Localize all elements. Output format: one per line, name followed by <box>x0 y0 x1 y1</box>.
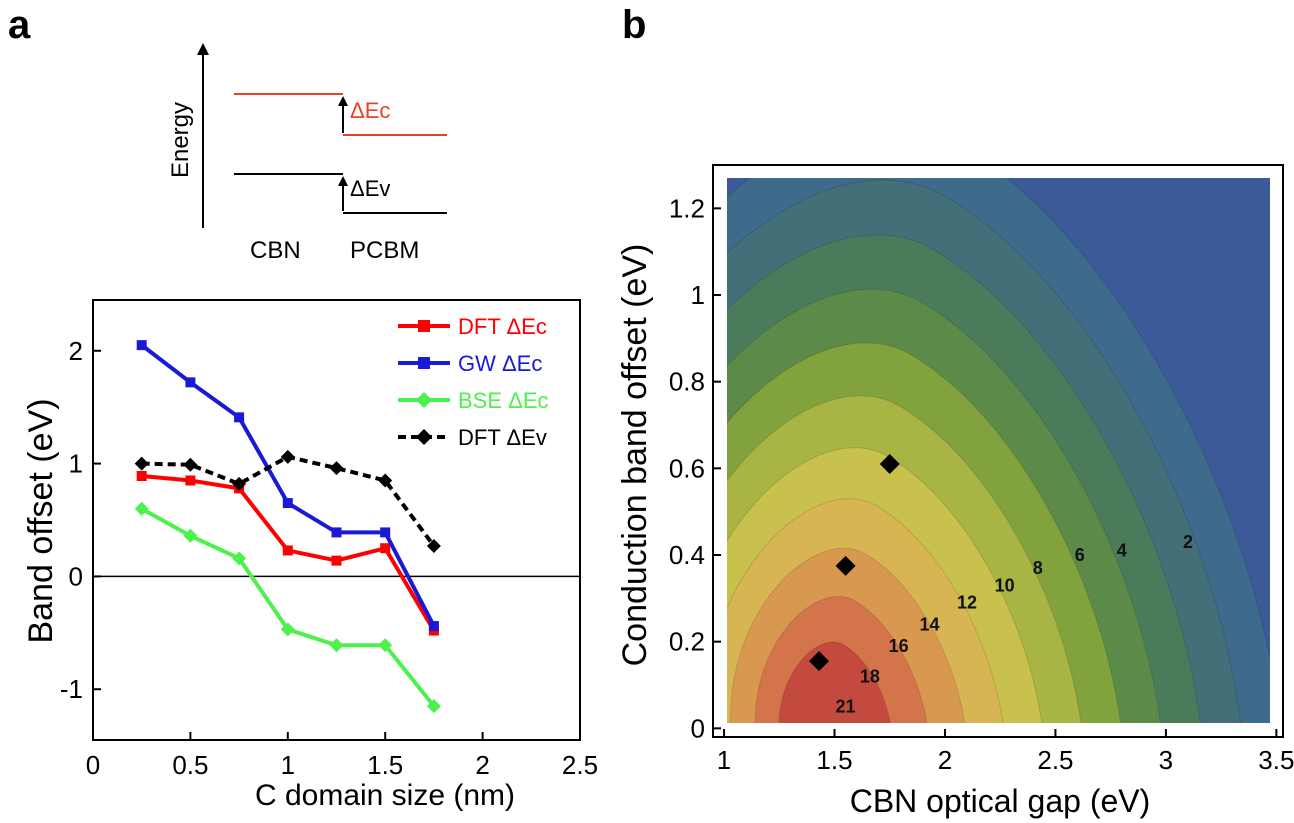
data-point-diamond <box>232 551 247 566</box>
energy-inset: Energy ΔEc ΔEv CBN PCBM <box>167 43 447 264</box>
b-ytick-label: 1.2 <box>669 193 705 223</box>
data-point-diamond <box>329 461 344 476</box>
a-xtick-label: 1 <box>281 750 295 780</box>
contour-level-label: 10 <box>995 575 1015 595</box>
chart-b-xlabel: CBN optical gap (eV) <box>850 783 1151 819</box>
legend-marker <box>418 357 430 369</box>
legend-marker <box>416 392 432 408</box>
panel-label-a: a <box>8 3 31 47</box>
data-point-square <box>282 545 293 556</box>
data-point-diamond <box>232 476 247 491</box>
legend-marker <box>416 429 432 445</box>
data-point-diamond <box>134 456 149 471</box>
data-point-square <box>380 543 391 554</box>
data-point-diamond <box>378 473 393 488</box>
cbn-label: CBN <box>250 237 301 264</box>
data-point-square <box>185 377 196 388</box>
b-xtick-label: 1.5 <box>816 745 852 775</box>
data-point-diamond <box>280 449 295 464</box>
chart-a-band-offset: 0 0.5 1 1.5 2 2.5 2 1 0 -1 DFT ΔEc GW ΔEc BSE ΔEc DF… <box>22 299 598 812</box>
b-xtick-label: 2 <box>938 745 952 775</box>
data-point-square <box>331 527 342 538</box>
energy-axis-arrowhead <box>197 43 209 55</box>
panel-label-b: b <box>622 3 646 47</box>
a-ytick-label: 2 <box>69 336 83 366</box>
legend-entry-3: DFT ΔEv <box>458 425 547 450</box>
a-xtick-label: 0.5 <box>172 750 208 780</box>
dEc-label: ΔEc <box>350 98 390 123</box>
data-point-diamond <box>329 638 344 653</box>
legend-marker <box>418 320 430 332</box>
contour-level-label: 8 <box>1033 558 1043 578</box>
chart-a-ylabel: Band offset (eV) <box>22 398 60 643</box>
b-ytick-label: 1 <box>691 280 705 310</box>
b-xtick-label: 2.5 <box>1037 745 1073 775</box>
b-ytick-label: 0.8 <box>669 367 705 397</box>
a-xtick-label: 1.5 <box>367 750 403 780</box>
contour-level-label: 4 <box>1117 541 1127 561</box>
a-ytick-label: 1 <box>69 449 83 479</box>
contour-level-label: 6 <box>1075 545 1085 565</box>
contour-level-label: 14 <box>919 614 939 634</box>
data-point-diamond <box>183 528 198 543</box>
data-point-diamond <box>879 454 900 474</box>
data-point-square <box>380 527 391 538</box>
contour-level-label: 21 <box>836 697 856 717</box>
a-xtick-label: 0 <box>86 750 100 780</box>
b-ytick-label: 0.2 <box>669 627 705 657</box>
dEv-arrowhead <box>338 176 348 186</box>
data-point-diamond <box>378 638 393 653</box>
contour-level-label: 2 <box>1183 532 1193 552</box>
data-point-square <box>185 475 196 486</box>
b-xtick-label: 3.5 <box>1258 745 1294 775</box>
legend-entry-1: GW ΔEc <box>458 351 542 376</box>
data-point-square <box>428 621 439 632</box>
chart-b-ylabel: Conduction band offset (eV) <box>616 244 654 667</box>
data-point-square <box>234 412 245 423</box>
pcbm-label: PCBM <box>350 237 419 264</box>
a-xtick-label: 2.5 <box>562 750 598 780</box>
data-point-square <box>136 471 147 481</box>
b-ytick-label: 0 <box>691 713 705 743</box>
a-ytick-label: 0 <box>69 561 83 591</box>
data-point-diamond <box>809 651 830 672</box>
dEc-arrowhead <box>338 96 348 106</box>
b-ytick-label: 0.4 <box>669 540 705 570</box>
a-xtick-label: 2 <box>475 750 489 780</box>
contour-level-label: 12 <box>957 593 977 613</box>
data-point-diamond <box>835 555 856 576</box>
chart-a-frame <box>92 299 581 741</box>
data-point-diamond <box>426 699 441 714</box>
data-point-diamond <box>183 457 198 472</box>
data-point-diamond <box>426 538 441 553</box>
b-xtick-label: 3 <box>1159 745 1173 775</box>
data-point-square <box>282 498 293 509</box>
contour-band <box>778 641 891 723</box>
b-ytick-label: 0.6 <box>669 453 705 483</box>
legend-entry-0: DFT ΔEc <box>458 314 547 339</box>
a-ytick-label: -1 <box>60 674 83 704</box>
data-point-square <box>331 555 342 566</box>
contour-level-label: 18 <box>860 666 880 686</box>
data-point-diamond <box>134 501 149 516</box>
contour-level-label: 16 <box>889 636 909 656</box>
data-point-diamond <box>280 622 295 637</box>
dEv-label: ΔEv <box>350 176 390 201</box>
chart-a-xlabel: C domain size (nm) <box>255 779 515 812</box>
legend-entry-2: BSE ΔEc <box>458 388 549 413</box>
b-xtick-label: 1 <box>717 745 731 775</box>
data-point-square <box>136 340 147 351</box>
energy-label: Energy <box>167 102 194 178</box>
